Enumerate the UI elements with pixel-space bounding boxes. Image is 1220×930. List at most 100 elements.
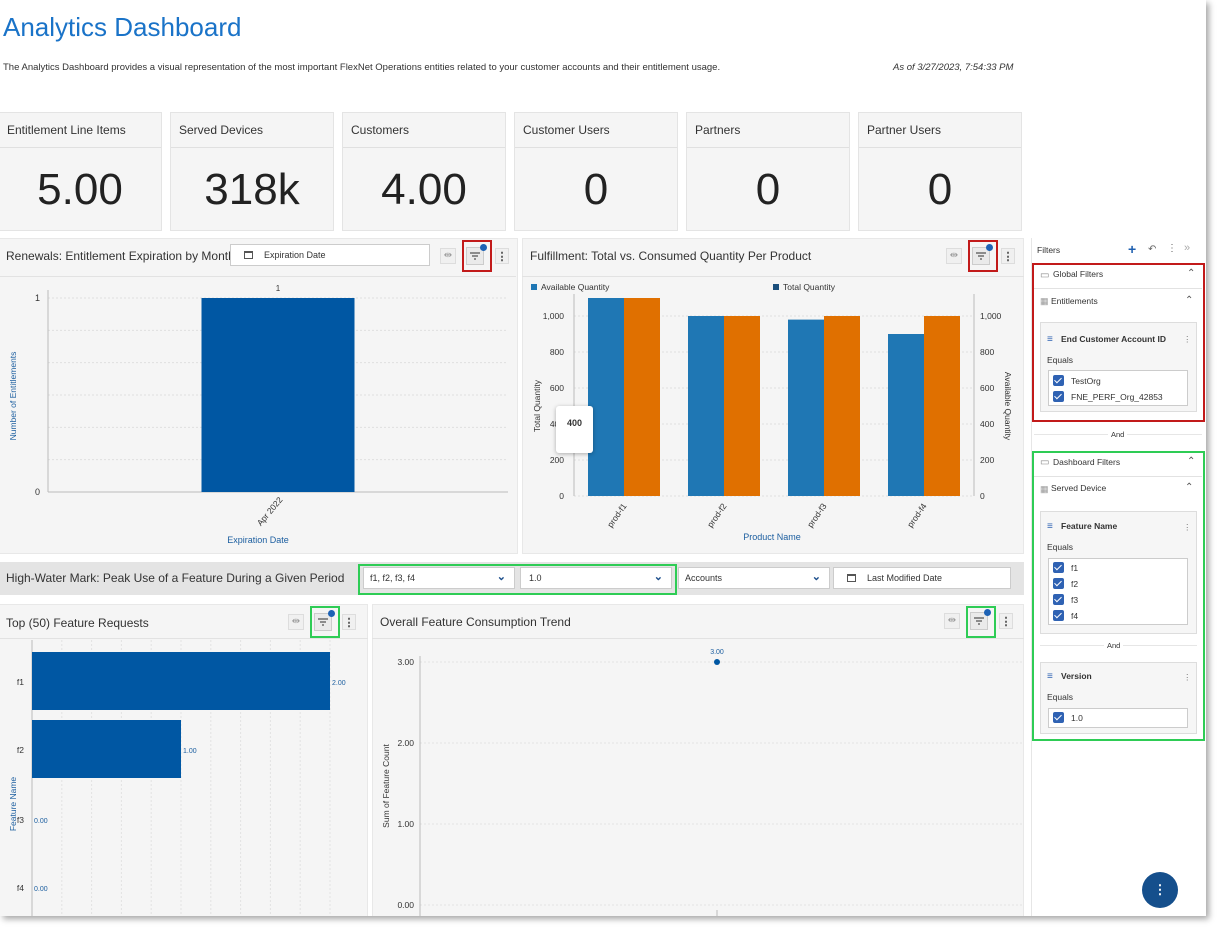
data-label: 2.00 — [332, 680, 346, 687]
y-tick-label: 1,000 — [543, 311, 565, 321]
filter-button[interactable] — [970, 609, 991, 630]
kpi-label: Partners — [695, 123, 741, 137]
kpi-label: Served Devices — [179, 123, 264, 137]
checkbox[interactable] — [1053, 594, 1064, 605]
chevron-up-icon[interactable]: ⌃ — [1187, 268, 1196, 279]
kpi-label: Customer Users — [523, 123, 610, 137]
fulfillment-title: Fulfillment: Total vs. Consumed Quantity… — [530, 249, 812, 263]
kpi-card-entitlement-line-items[interactable]: Entitlement Line Items 5.00 — [0, 112, 162, 231]
bar — [588, 298, 624, 496]
kpi-label: Customers — [351, 123, 410, 137]
filters-title: Filters — [1037, 245, 1061, 255]
more-menu-icon[interactable]: ⋮ — [1183, 672, 1192, 682]
y-tick-label: 0 — [35, 487, 40, 497]
kpi-card-customers[interactable]: Customers 4.00 — [342, 112, 506, 231]
add-filter-icon[interactable]: + — [1128, 241, 1137, 257]
operator-label: Equals — [1047, 542, 1073, 552]
as-of-timestamp: As of 3/27/2023, 7:54:33 PM — [893, 62, 1014, 73]
version-select[interactable]: 1.0 ⌄ — [520, 567, 672, 589]
more-menu-icon[interactable]: ⋮ — [1183, 334, 1192, 344]
kpi-value: 4.00 — [381, 165, 467, 214]
more-menu-icon[interactable]: ⋮ — [1001, 248, 1015, 264]
chevron-down-icon: ⌄ — [653, 571, 663, 583]
dashboard-filters-label[interactable]: Dashboard Filters — [1053, 457, 1121, 467]
more-menu-icon[interactable]: ⋮ — [1167, 243, 1177, 254]
collapse-panel-icon[interactable]: » — [1184, 242, 1191, 254]
expand-icon[interactable]: ⇹ — [440, 248, 456, 264]
value-label: FNE_PERF_Org_42853 — [1071, 392, 1163, 402]
chevron-down-icon: ⌄ — [496, 571, 506, 583]
y-axis-title: Number of Entitlements — [8, 352, 18, 441]
chevron-up-icon[interactable]: ⌃ — [1185, 482, 1194, 493]
kpi-label: Entitlement Line Items — [7, 123, 126, 137]
bar — [32, 720, 181, 778]
chart-tooltip: 400 — [556, 406, 593, 453]
value-label: f1 — [1071, 563, 1079, 573]
accounts-select[interactable]: Accounts ⌄ — [678, 567, 830, 589]
top-features-chart: f1 2.00 f2 1.00 f3 0.00 f4 0.00 Feature Name — [8, 640, 346, 916]
y2-axis-title: Available Quantity — [1003, 372, 1013, 441]
more-menu-icon[interactable]: ⋮ — [342, 614, 356, 630]
kpi-card-partners[interactable]: Partners 0 — [686, 112, 850, 231]
more-menu-icon[interactable]: ⋮ — [999, 613, 1013, 629]
value-label: f2 — [1071, 579, 1079, 589]
fab-more-button[interactable]: ⋮ — [1142, 872, 1178, 908]
more-menu-icon[interactable]: ⋮ — [495, 248, 509, 264]
renewals-chart: 0 1 1 Apr 2022 Expiration Date Number of Enti… — [8, 284, 508, 545]
data-label: 1.00 — [183, 748, 197, 755]
checkbox[interactable] — [1053, 391, 1064, 402]
features-select[interactable]: f1, f2, f3, f4 ⌄ — [363, 567, 515, 589]
fulfillment-chart: Available Quantity Total Quantity 0 0 200 200… — [531, 282, 1013, 542]
accounts-select-value: Accounts — [685, 573, 723, 583]
expand-icon[interactable]: ⇹ — [944, 613, 960, 629]
last-modified-date-placeholder: Last Modified Date — [867, 573, 943, 583]
more-menu-icon[interactable]: ⋮ — [1183, 522, 1192, 532]
last-modified-date-input[interactable]: Last Modified Date — [833, 567, 1011, 589]
kpi-card-customer-users[interactable]: Customer Users 0 — [514, 112, 678, 231]
data-label: 3.00 — [710, 649, 724, 656]
legend-label: Available Quantity — [541, 282, 610, 292]
features-select-value: f1, f2, f3, f4 — [370, 573, 416, 583]
value-label: TestOrg — [1071, 376, 1101, 386]
y-tick-label: f3 — [17, 815, 24, 825]
trend-chart: 0.00 1.00 2.00 3.00 3.00 Sum of Feature Count — [381, 649, 1022, 916]
hwm-title: High-Water Mark: Peak Use of a Feature D… — [6, 571, 345, 585]
chevron-up-icon[interactable]: ⌃ — [1185, 295, 1194, 306]
checkbox[interactable] — [1053, 562, 1064, 573]
y2-tick-label: 600 — [980, 383, 994, 393]
expand-icon[interactable]: ⇹ — [946, 248, 962, 264]
y-tick-label: 600 — [550, 383, 564, 393]
x-tick-label: Apr 2022 — [255, 495, 285, 528]
y-tick-label: 200 — [550, 455, 564, 465]
kpi-card-served-devices[interactable]: Served Devices 318k — [170, 112, 334, 231]
dashboard-page: Analytics Dashboard The Analytics Dashbo… — [0, 0, 1206, 916]
checkbox[interactable] — [1053, 578, 1064, 589]
kpi-value: 0 — [927, 165, 953, 214]
checkbox[interactable] — [1053, 375, 1064, 386]
bar — [201, 298, 355, 492]
served-device-label[interactable]: Served Device — [1051, 483, 1107, 493]
table-icon: ▦ — [1040, 484, 1049, 494]
highlight-box-green — [1032, 451, 1205, 741]
filter-button[interactable] — [466, 244, 487, 265]
checkbox[interactable] — [1053, 712, 1064, 723]
highlight-box-green — [966, 606, 996, 638]
expand-icon[interactable]: ⇹ — [288, 614, 304, 630]
chevron-up-icon[interactable]: ⌃ — [1187, 456, 1196, 467]
highlight-box-red — [968, 240, 998, 272]
version-title: Version — [1061, 671, 1092, 681]
filter-button[interactable] — [972, 244, 993, 265]
y-tick-label: 3.00 — [397, 657, 414, 667]
calendar-icon — [244, 251, 253, 259]
global-filters-label[interactable]: Global Filters — [1053, 269, 1104, 279]
highlight-box-green — [358, 564, 677, 595]
expiration-date-input[interactable]: Expiration Date — [230, 244, 430, 266]
kpi-value: 5.00 — [37, 165, 123, 214]
kpi-card-partner-users[interactable]: Partner Users 0 — [858, 112, 1022, 231]
feature-name-values — [1048, 558, 1188, 625]
entitlements-label[interactable]: Entitlements — [1051, 296, 1098, 306]
undo-icon[interactable]: ↶ — [1148, 244, 1157, 255]
filter-button[interactable] — [314, 610, 335, 631]
checkbox[interactable] — [1053, 610, 1064, 621]
bar — [824, 316, 860, 496]
